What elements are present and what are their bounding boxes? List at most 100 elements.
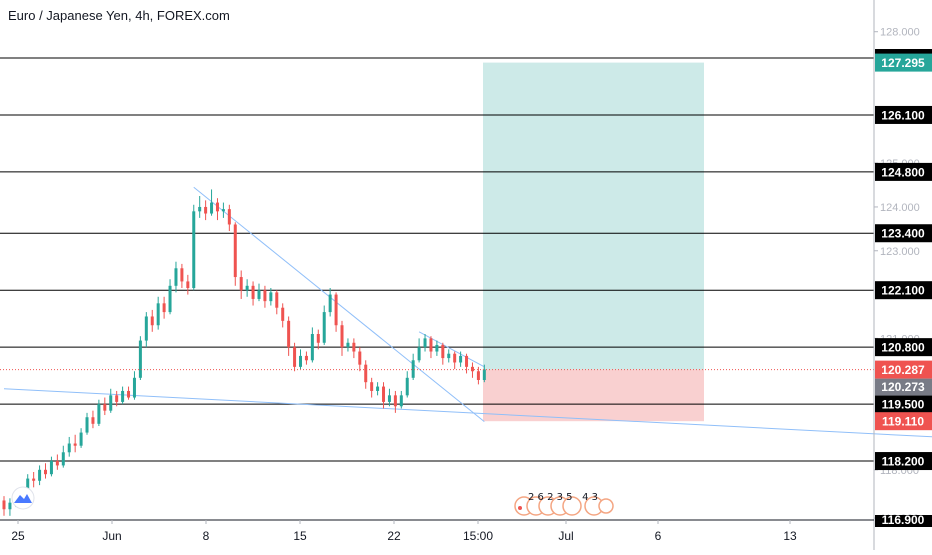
- candle-body[interactable]: [352, 342, 356, 352]
- candle-body[interactable]: [310, 334, 314, 361]
- candle-body[interactable]: [180, 268, 184, 282]
- candle-body[interactable]: [156, 303, 160, 326]
- candle-body[interactable]: [287, 320, 291, 348]
- candle-body[interactable]: [215, 202, 219, 212]
- candle-body[interactable]: [115, 395, 119, 402]
- candle-body[interactable]: [245, 285, 249, 291]
- candle-body[interactable]: [109, 395, 113, 411]
- candle-body[interactable]: [251, 285, 255, 299]
- candle-body[interactable]: [186, 281, 190, 288]
- candle-body[interactable]: [482, 369, 486, 380]
- candle-body[interactable]: [168, 285, 172, 313]
- candle-body[interactable]: [91, 417, 95, 424]
- candle-body[interactable]: [399, 395, 403, 407]
- candle-body[interactable]: [221, 209, 225, 212]
- candle-body[interactable]: [103, 404, 107, 411]
- candle-body[interactable]: [198, 206, 202, 212]
- candle-body[interactable]: [429, 338, 433, 352]
- candle-body[interactable]: [73, 443, 77, 446]
- candle-body[interactable]: [393, 395, 397, 407]
- trend-line[interactable]: [193, 186, 485, 423]
- candle-body[interactable]: [144, 316, 148, 341]
- candle-body[interactable]: [239, 277, 243, 291]
- candle-body[interactable]: [328, 294, 332, 313]
- candle-body[interactable]: [269, 292, 273, 302]
- candle-body[interactable]: [97, 404, 101, 424]
- candle-body[interactable]: [405, 377, 409, 396]
- candle-body[interactable]: [44, 469, 48, 475]
- candle-body[interactable]: [476, 371, 480, 380]
- candle-body[interactable]: [210, 202, 214, 214]
- candle-body[interactable]: [423, 338, 427, 348]
- candle-body[interactable]: [127, 390, 131, 398]
- candle-body[interactable]: [453, 353, 457, 363]
- candle-body[interactable]: [26, 478, 30, 497]
- candle-body[interactable]: [459, 355, 463, 363]
- candle-body[interactable]: [470, 366, 474, 372]
- candle-body[interactable]: [281, 307, 285, 321]
- time-tick-label: 15: [293, 529, 307, 543]
- candle-body[interactable]: [67, 443, 71, 453]
- economic-events-icon[interactable]: [514, 492, 614, 518]
- candle-body[interactable]: [370, 382, 374, 391]
- trend-line[interactable]: [3, 388, 932, 438]
- stop-zone[interactable]: [483, 369, 704, 422]
- candle-body[interactable]: [334, 294, 338, 326]
- candle-body[interactable]: [304, 355, 308, 361]
- candle-body[interactable]: [299, 355, 302, 367]
- candle-body[interactable]: [162, 303, 166, 313]
- candle-body[interactable]: [192, 211, 196, 288]
- candle-body[interactable]: [8, 502, 12, 510]
- price-tick-label: 128.000: [880, 27, 920, 39]
- level-label: 120.800: [881, 341, 925, 355]
- level-label-box: [875, 105, 932, 124]
- level-label-box: [875, 162, 932, 181]
- target-zone[interactable]: [483, 62, 704, 370]
- candle-body[interactable]: [376, 386, 380, 391]
- level-label: 126.100: [881, 108, 925, 122]
- candle-body[interactable]: [55, 461, 59, 466]
- current-price-label-box: [875, 360, 932, 379]
- candle-body[interactable]: [275, 292, 279, 308]
- candle-body[interactable]: [132, 377, 136, 398]
- candle-body[interactable]: [61, 452, 65, 466]
- candle-body[interactable]: [435, 344, 439, 352]
- candle-body[interactable]: [441, 344, 445, 359]
- level-label: 122.100: [881, 284, 925, 298]
- candle-body[interactable]: [465, 355, 469, 367]
- candle-body[interactable]: [227, 209, 231, 225]
- level-label-box: [875, 224, 932, 243]
- target-price-label-box: [875, 53, 932, 72]
- candle-body[interactable]: [49, 461, 53, 475]
- candle-body[interactable]: [322, 312, 326, 343]
- candle-body[interactable]: [38, 469, 42, 481]
- candle-body[interactable]: [257, 290, 261, 299]
- candle-body[interactable]: [263, 290, 267, 302]
- candle-body[interactable]: [293, 347, 297, 367]
- candle-body[interactable]: [138, 340, 142, 378]
- candle-body[interactable]: [358, 351, 362, 365]
- economic-events-bar[interactable]: 2 6 2 3 5 4 3: [514, 492, 614, 518]
- candle-body[interactable]: [387, 395, 391, 402]
- candle-body[interactable]: [346, 342, 350, 348]
- candle-body[interactable]: [32, 478, 36, 481]
- trend-line[interactable]: [418, 331, 485, 368]
- candle-body[interactable]: [417, 347, 421, 361]
- candle-body[interactable]: [340, 325, 344, 348]
- candle-body[interactable]: [447, 353, 451, 359]
- candle-body[interactable]: [364, 364, 368, 383]
- candle-body[interactable]: [411, 360, 415, 378]
- candle-body[interactable]: [382, 386, 386, 402]
- candle-body[interactable]: [121, 390, 125, 402]
- candle-body[interactable]: [233, 224, 237, 278]
- candle-body[interactable]: [316, 334, 320, 343]
- candle-body[interactable]: [79, 432, 83, 446]
- candle-body[interactable]: [204, 206, 208, 214]
- tradingview-logo-icon[interactable]: [8, 486, 38, 510]
- candle-body[interactable]: [85, 417, 89, 433]
- candle-body[interactable]: [174, 268, 178, 286]
- candle-body[interactable]: [2, 500, 6, 510]
- candle-body[interactable]: [150, 316, 154, 326]
